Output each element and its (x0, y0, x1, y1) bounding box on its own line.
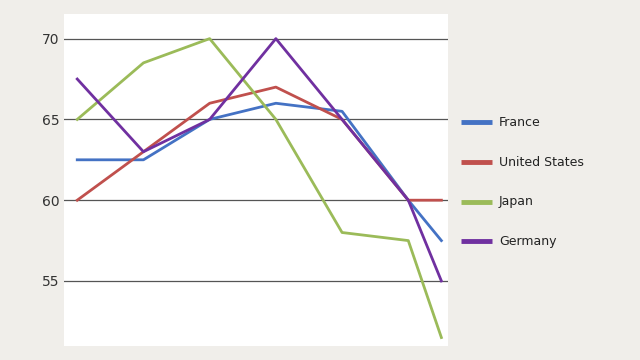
France (338, 109, 346, 113)
United States (438, 198, 445, 202)
France (438, 238, 445, 243)
Line: Japan: Japan (77, 39, 442, 338)
United States (140, 149, 147, 154)
Text: United States: United States (499, 156, 584, 168)
Germany (438, 279, 445, 283)
Germany (272, 36, 280, 41)
Text: France: France (499, 116, 541, 129)
Line: United States: United States (77, 87, 442, 200)
United States (74, 198, 81, 202)
Japan (404, 238, 412, 243)
Line: France: France (77, 103, 442, 240)
United States (338, 117, 346, 122)
Text: Japan: Japan (499, 195, 534, 208)
Japan (206, 36, 214, 41)
Japan (338, 230, 346, 235)
France (206, 117, 214, 122)
France (272, 101, 280, 105)
United States (272, 85, 280, 89)
United States (206, 101, 214, 105)
Japan (74, 117, 81, 122)
Germany (338, 117, 346, 122)
Germany (74, 77, 81, 81)
Japan (272, 117, 280, 122)
Germany (140, 149, 147, 154)
France (74, 158, 81, 162)
Text: Germany: Germany (499, 235, 556, 248)
United States (404, 198, 412, 202)
Japan (438, 336, 445, 340)
France (140, 158, 147, 162)
Germany (404, 198, 412, 202)
Germany (206, 117, 214, 122)
France (404, 198, 412, 202)
Japan (140, 61, 147, 65)
Line: Germany: Germany (77, 39, 442, 281)
